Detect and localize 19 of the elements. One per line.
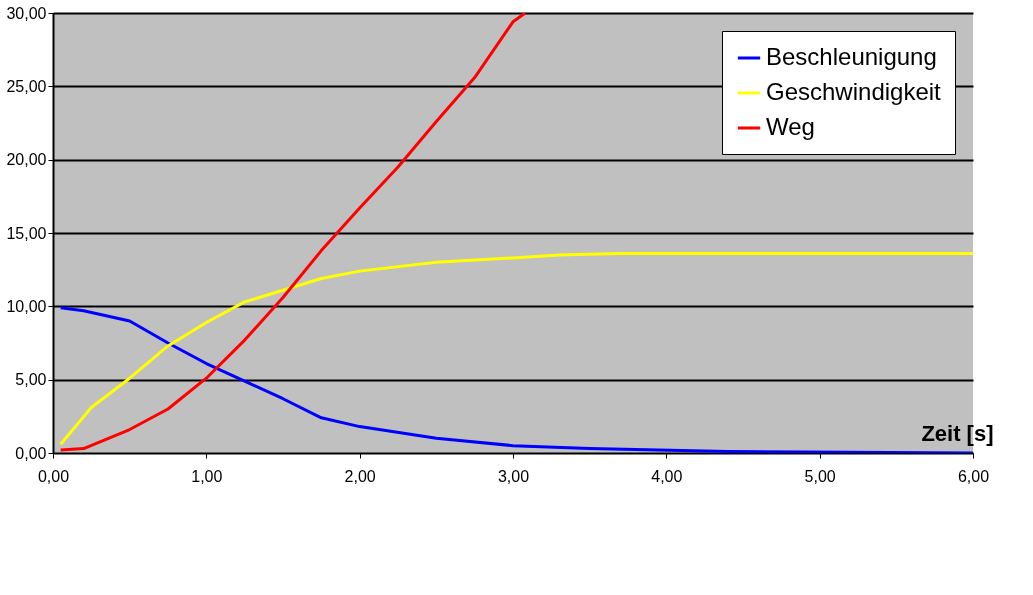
x-tick-label: 2,00 (344, 467, 376, 485)
y-tick-label: 25,00 (6, 77, 47, 95)
y-tick-label: 0,00 (15, 444, 47, 462)
y-tick-label: 5,00 (15, 371, 47, 389)
x-tick-label: 1,00 (191, 467, 223, 485)
y-tick-label: 30,00 (6, 4, 47, 22)
y-tick-label: 10,00 (6, 297, 47, 315)
x-tick-label: 5,00 (804, 467, 836, 485)
legend-label: Beschleunigung (766, 43, 937, 70)
x-tick-label: 3,00 (497, 467, 530, 485)
x-tick-label: 0,00 (37, 467, 70, 485)
y-tick-label: 15,00 (6, 224, 47, 242)
legend-label: Weg (766, 113, 815, 140)
x-tick-label: 6,00 (957, 467, 990, 485)
line-series (59, 13, 527, 452)
legend-label: Geschwindigkeit (766, 78, 942, 105)
x-axis-title: Zeit [s] (921, 420, 994, 446)
x-tick-label: 4,00 (651, 467, 683, 485)
y-tick-label: 20,00 (6, 151, 47, 169)
